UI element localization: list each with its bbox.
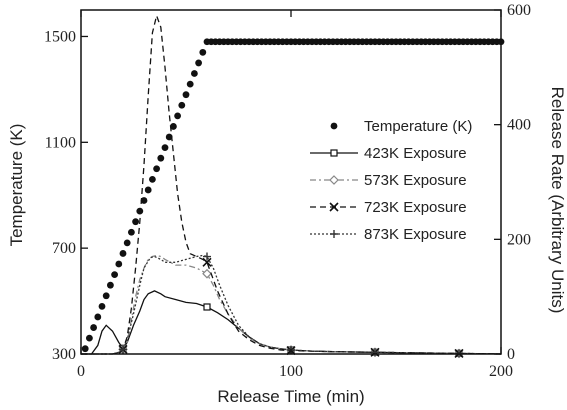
temperature-point xyxy=(86,334,93,342)
temperature-point xyxy=(132,218,140,226)
legend-marker xyxy=(330,122,338,130)
temperature-point xyxy=(140,197,148,204)
temperature-point xyxy=(157,154,165,162)
temperature-point xyxy=(195,59,203,67)
temperature-point xyxy=(165,133,173,141)
temperature-point xyxy=(90,324,97,331)
temperature-point xyxy=(123,239,131,247)
x-tick-label: 200 xyxy=(489,363,513,380)
y-left-tick-label: 1500 xyxy=(44,28,76,45)
legend-label: Temperature (K) xyxy=(364,118,472,135)
legend-entry: Temperature (K) xyxy=(330,118,472,135)
series-marker xyxy=(371,348,379,357)
temperature-point xyxy=(81,345,89,353)
y-axis-left-title: Temperature (K) xyxy=(7,124,26,247)
temperature-point xyxy=(107,281,114,289)
legend-entry: 723K Exposure xyxy=(310,199,467,216)
legend-entry: 573K Exposure xyxy=(310,172,467,189)
legend-label: 423K Exposure xyxy=(364,145,467,162)
temperature-point xyxy=(144,186,152,194)
plot-layer xyxy=(81,13,505,359)
temperature-point xyxy=(119,250,127,257)
legend-marker xyxy=(329,202,339,212)
legend: Temperature (K) 423K Exposure 573K Exposur… xyxy=(310,118,472,243)
temperature-point xyxy=(102,292,110,300)
y-left-tick-label: 300 xyxy=(52,346,76,363)
temperature-point xyxy=(191,70,198,77)
x-axis-title: Release Time (min) xyxy=(217,387,364,406)
temperature-point xyxy=(170,123,177,130)
temperature-point xyxy=(178,101,186,109)
temperature-point xyxy=(111,271,118,279)
legend-marker xyxy=(330,230,338,238)
series-line xyxy=(81,254,502,355)
legend-label: 723K Exposure xyxy=(364,199,467,216)
series-marker xyxy=(119,345,127,354)
series-temperature xyxy=(81,38,505,353)
temperature-point xyxy=(149,175,156,183)
temperature-point xyxy=(136,207,144,215)
x-tick-label: 100 xyxy=(279,363,303,380)
temperature-point xyxy=(186,80,194,88)
y-left-tick-label: 1100 xyxy=(45,134,76,151)
legend-entry: 423K Exposure xyxy=(310,145,467,162)
y-left-tick-label: 700 xyxy=(52,240,76,257)
series-marker xyxy=(203,252,211,261)
temperature-point xyxy=(98,302,106,310)
series-marker xyxy=(202,268,212,279)
temperature-point xyxy=(174,112,182,120)
legend-label: 873K Exposure xyxy=(364,226,467,243)
series-marker xyxy=(203,303,211,311)
legend-marker xyxy=(330,149,338,157)
y-right-tick-label: 0 xyxy=(507,346,515,363)
temperature-point xyxy=(182,91,190,99)
y-right-tick-label: 400 xyxy=(507,117,531,134)
y-right-tick-label: 600 xyxy=(507,2,531,19)
temperature-point xyxy=(127,228,135,236)
temperature-point xyxy=(161,144,169,152)
x-tick-label: 0 xyxy=(77,363,85,380)
y-right-tick-label: 200 xyxy=(507,231,531,248)
temperature-point xyxy=(153,165,161,173)
temperature-point xyxy=(115,260,123,268)
temperature-point xyxy=(94,313,102,321)
legend-entry: 873K Exposure xyxy=(310,226,467,243)
series-marker xyxy=(202,257,212,267)
legend-label: 573K Exposure xyxy=(364,172,467,189)
legend-marker xyxy=(329,175,339,185)
y-axis-right-title: Release Rate (Arbitrary Units) xyxy=(548,87,567,314)
series-line xyxy=(81,290,502,355)
temperature-point xyxy=(199,48,207,56)
